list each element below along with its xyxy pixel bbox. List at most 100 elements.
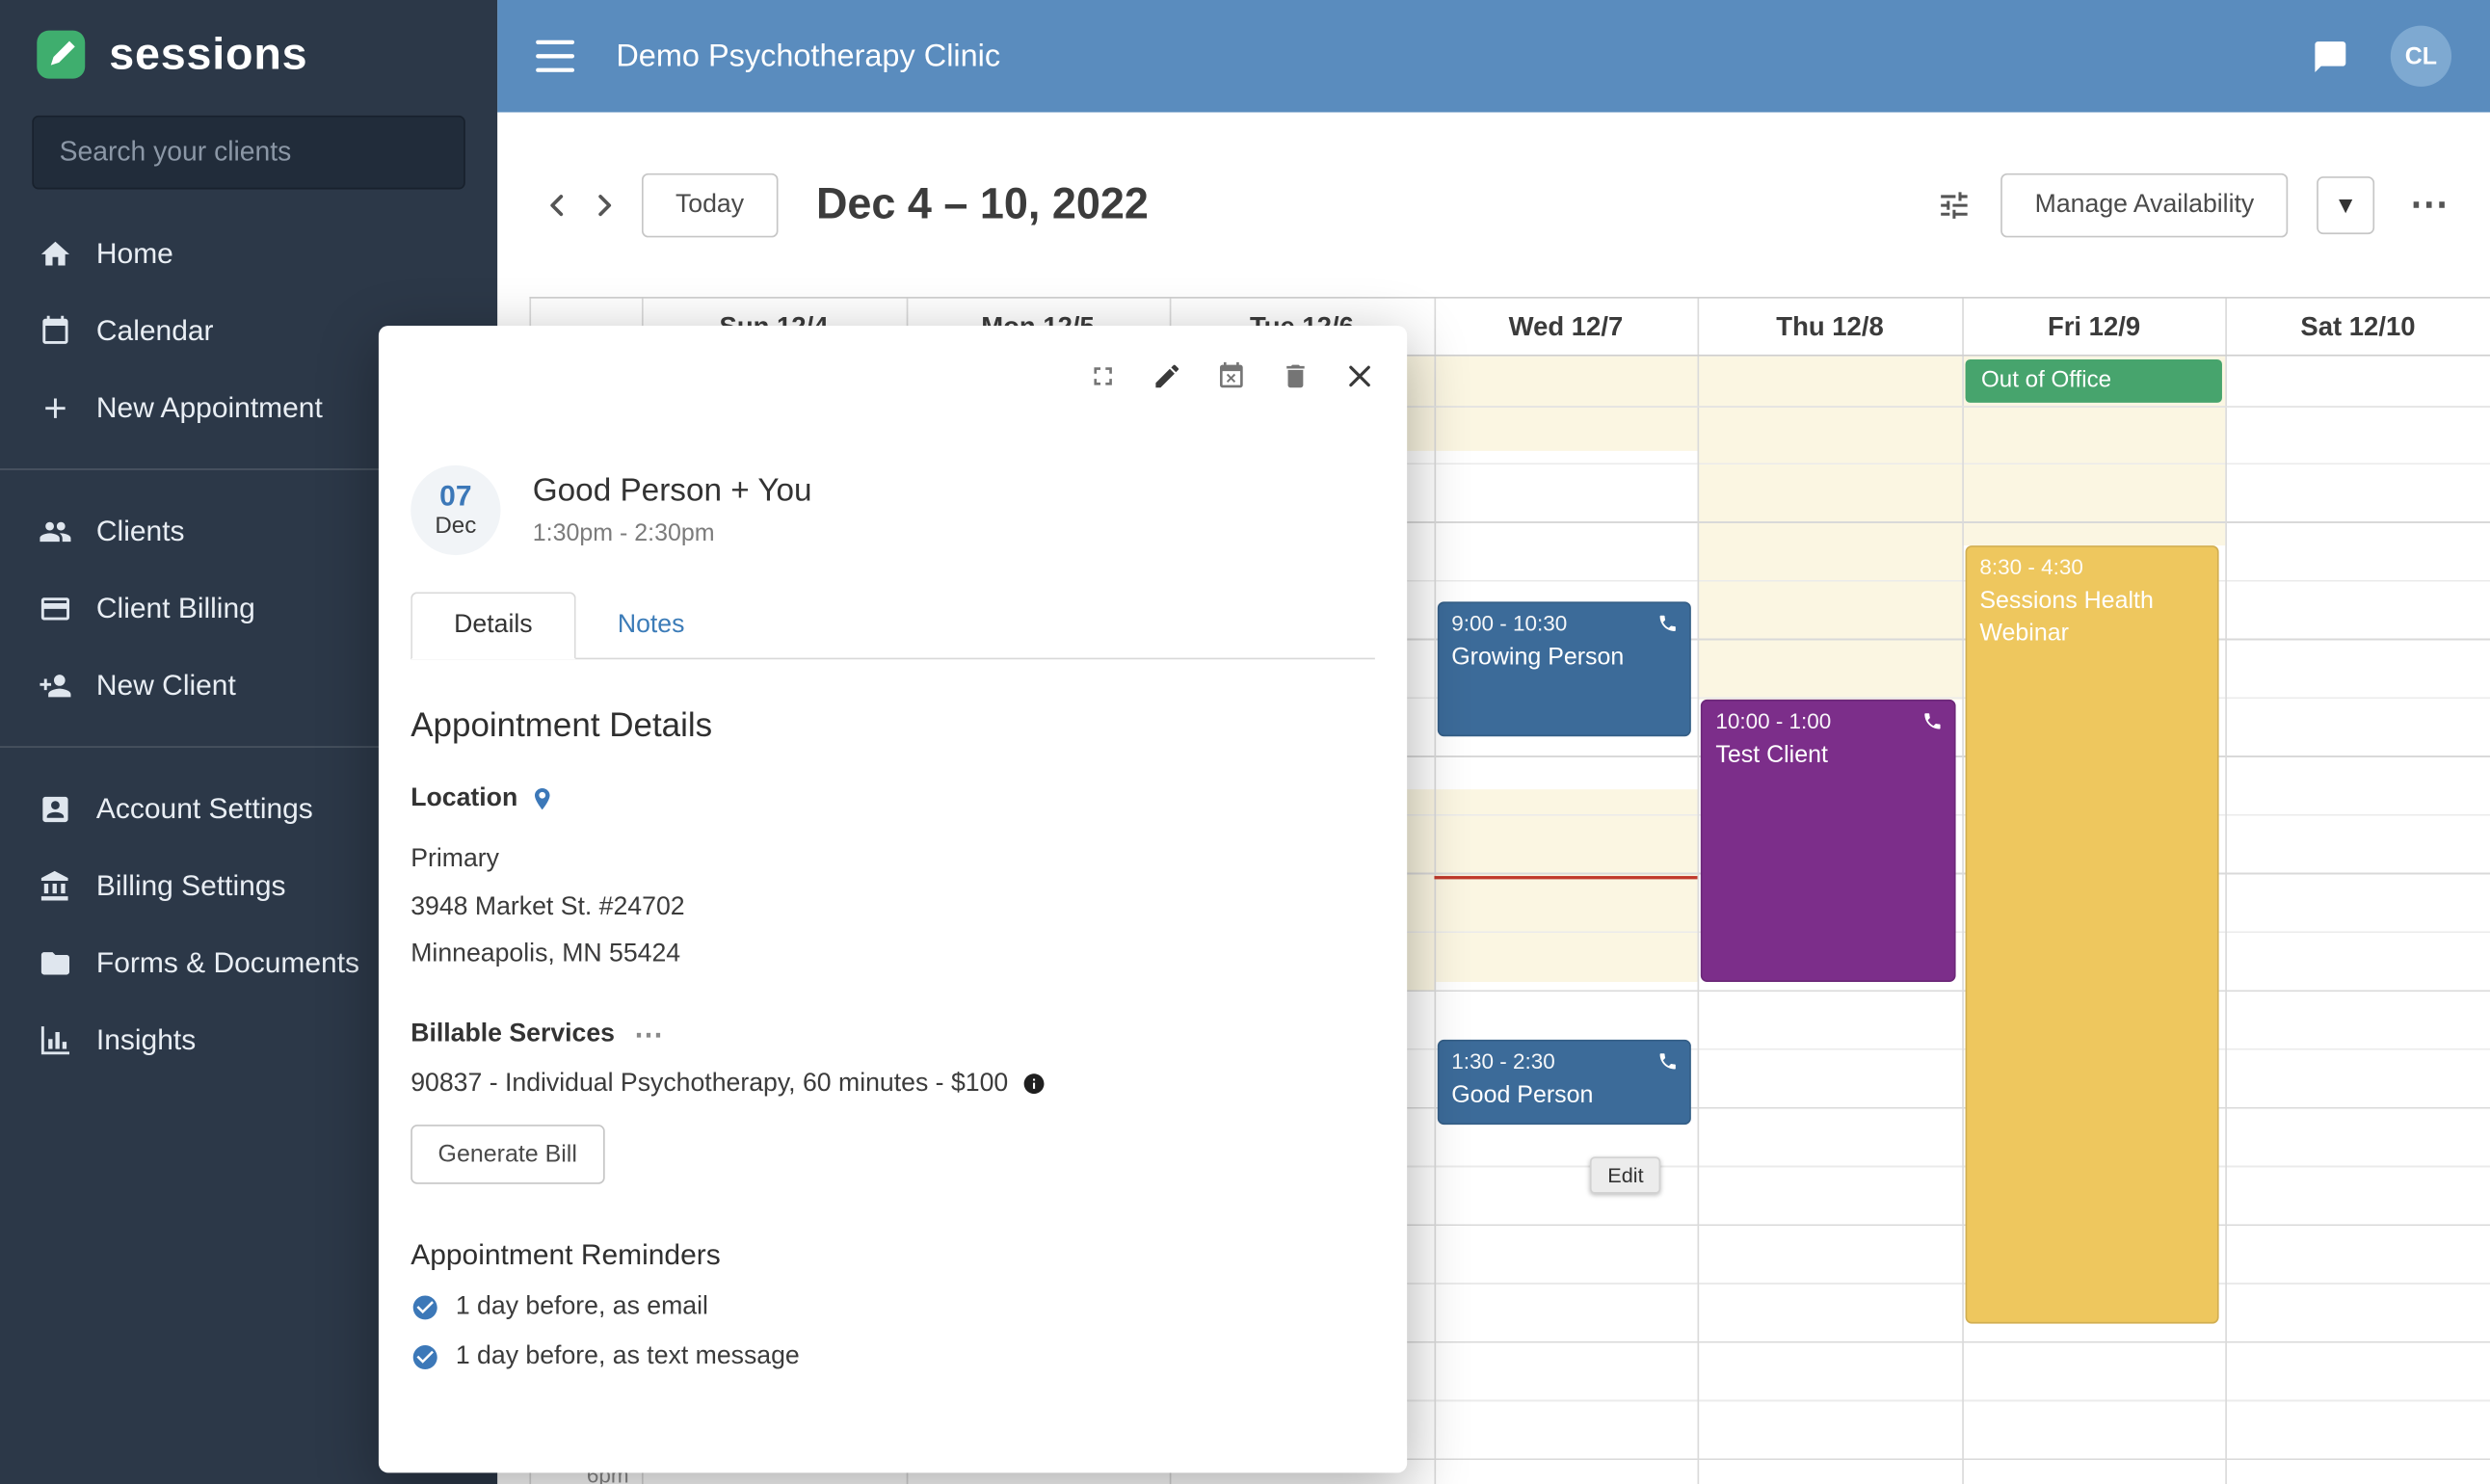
search-input[interactable] (32, 115, 465, 190)
user-avatar[interactable]: CL (2390, 25, 2452, 87)
date-range-title: Dec 4 – 10, 2022 (815, 179, 1149, 228)
event-title: Good Person (1451, 1081, 1594, 1109)
date-badge-day: 07 (439, 479, 472, 513)
reminder-item: 1 day before, as email (411, 1292, 1375, 1321)
previous-week-button[interactable] (533, 180, 581, 228)
filter-settings-icon[interactable] (1937, 187, 1973, 223)
day-header-wed[interactable]: Wed 12/7 (1508, 312, 1624, 342)
hamburger-menu-icon[interactable] (536, 40, 575, 72)
day-header-sat[interactable]: Sat 12/10 (2300, 312, 2416, 342)
sidebar-item-forms-documents[interactable]: Forms & Documents (0, 924, 497, 1001)
service-row: 90837 - Individual Psychotherapy, 60 min… (411, 1070, 1375, 1099)
modal-title-row: 07 Dec Good Person + You 1:30pm - 2:30pm (411, 464, 1375, 556)
calendar-icon (39, 313, 72, 347)
sidebar-item-client-billing[interactable]: Client Billing (0, 570, 497, 647)
sidebar-item-new-appointment[interactable]: New Appointment (0, 369, 497, 446)
grid-column-line (1962, 297, 1964, 1484)
sidebar-item-label: New Appointment (95, 390, 323, 423)
clinic-name: Demo Psychotherapy Clinic (616, 38, 1001, 73)
unavailable-block (1433, 789, 1698, 982)
top-header: Demo Psychotherapy Clinic CL (497, 0, 2490, 113)
event-title: Growing Person (1451, 643, 1625, 671)
section-title: Appointment Details (411, 707, 713, 745)
more-options-button[interactable] (2403, 185, 2454, 224)
sidebar-item-label: Clients (95, 514, 185, 546)
location-heading: Location (411, 784, 518, 812)
sidebar-item-home[interactable]: Home (0, 215, 497, 292)
unavailable-block (1433, 356, 1698, 451)
manage-availability-button[interactable]: Manage Availability (2000, 172, 2289, 237)
current-time-line (1433, 876, 1698, 880)
generate-bill-button[interactable]: Generate Bill (411, 1124, 605, 1183)
event-title: Sessions Health Webinar (1979, 587, 2154, 648)
sidebar-item-billing-settings[interactable]: Billing Settings (0, 847, 497, 924)
view-dropdown-button[interactable] (2317, 175, 2375, 234)
tab-details[interactable]: Details (411, 592, 576, 660)
reminder-text: 1 day before, as text message (455, 1341, 800, 1370)
sidebar-item-calendar[interactable]: Calendar (0, 292, 497, 369)
calendar-event-test-client[interactable]: 10:00 - 1:00 Test Client (1701, 699, 1956, 982)
event-time: 1:30 - 2:30 (1451, 1048, 1555, 1073)
day-header-fri[interactable]: Fri 12/9 (2047, 312, 2141, 342)
edit-tooltip[interactable]: Edit (1589, 1156, 1661, 1194)
close-icon[interactable] (1344, 361, 1375, 392)
appointment-title: Good Person + You (532, 473, 812, 509)
sidebar-item-insights[interactable]: Insights (0, 1001, 497, 1078)
edit-pencil-icon[interactable] (1152, 361, 1182, 392)
sidebar-item-clients[interactable]: Clients (0, 492, 497, 570)
calendar-toolbar: Today Dec 4 – 10, 2022 Manage Availabili… (497, 112, 2490, 298)
tab-notes[interactable]: Notes (617, 611, 685, 639)
billable-more-icon[interactable] (634, 1020, 663, 1048)
sidebar-item-account-settings[interactable]: Account Settings (0, 770, 497, 847)
billable-heading: Billable Services (411, 1020, 615, 1047)
brand-logo[interactable]: sessions (0, 0, 497, 93)
clients-icon (39, 515, 72, 548)
appointment-modal: 07 Dec Good Person + You 1:30pm - 2:30pm… (378, 325, 1408, 1473)
cancel-appointment-icon[interactable] (1216, 361, 1247, 392)
sidebar-item-new-client[interactable]: New Client (0, 647, 497, 724)
bar-chart-icon (39, 1022, 72, 1056)
appointment-time: 1:30pm - 2:30pm (532, 519, 715, 547)
person-add-icon (39, 668, 72, 702)
chat-icon[interactable] (2312, 38, 2348, 74)
event-title: Test Client (1715, 741, 1828, 769)
grid-column-line (1698, 297, 1700, 1484)
calendar-event-growing-person[interactable]: 9:00 - 10:30 Growing Person (1437, 601, 1692, 737)
delete-trash-icon[interactable] (1281, 361, 1311, 392)
day-header-thu[interactable]: Thu 12/8 (1776, 312, 1884, 342)
brand-name: sessions (109, 28, 308, 79)
event-time: 9:00 - 10:30 (1451, 611, 1568, 636)
sidebar-item-label: Forms & Documents (95, 945, 360, 978)
bank-icon (39, 869, 72, 903)
client-search (32, 115, 465, 190)
calendar-event-good-person[interactable]: 1:30 - 2:30 Good Person (1437, 1039, 1692, 1126)
folder-icon (39, 945, 72, 979)
event-time: 8:30 - 4:30 (1979, 555, 2083, 580)
sidebar-item-label: Home (95, 236, 173, 269)
sidebar-divider (0, 468, 498, 470)
info-icon[interactable] (1022, 1072, 1046, 1096)
location-name: Primary (411, 845, 499, 873)
plus-icon (39, 390, 72, 424)
modal-action-bar (411, 326, 1375, 391)
next-week-button[interactable] (581, 180, 629, 228)
billable-heading-row: Billable Services (411, 1020, 1375, 1048)
home-icon (39, 237, 72, 271)
map-pin-icon[interactable] (529, 786, 555, 812)
sidebar-item-label: Account Settings (95, 791, 313, 824)
out-of-office-banner[interactable]: Out of Office (1965, 358, 2222, 403)
reminders-heading: Appointment Reminders (411, 1237, 721, 1270)
reminder-text: 1 day before, as email (455, 1292, 708, 1320)
sidebar-item-label: Calendar (95, 313, 214, 346)
grid-column-line (1433, 297, 1436, 1484)
credit-card-icon (39, 592, 72, 625)
today-button[interactable]: Today (641, 172, 779, 237)
expand-icon[interactable] (1088, 361, 1119, 392)
sidebar-item-label: New Client (95, 668, 236, 701)
address-line-2: Minneapolis, MN 55424 (411, 940, 681, 967)
sidebar-item-label: Client Billing (95, 591, 255, 623)
reminder-item: 1 day before, as text message (411, 1342, 1375, 1371)
calendar-event-webinar[interactable]: 8:30 - 4:30 Sessions Health Webinar (1965, 545, 2220, 1324)
account-card-icon (39, 792, 72, 826)
location-address: Primary 3948 Market St. #24702 Minneapol… (411, 835, 1375, 977)
